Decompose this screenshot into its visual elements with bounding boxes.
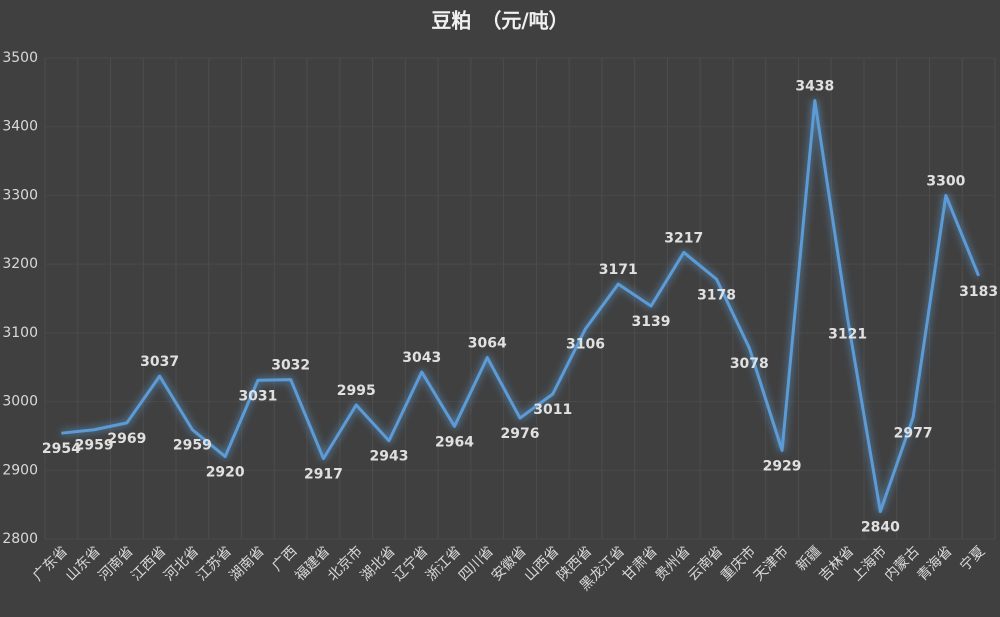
chart-title: 豆粕 （元/吨） [431, 9, 568, 33]
y-tick-label: 2900 [2, 462, 38, 478]
y-tick-label: 3400 [2, 119, 38, 135]
value-label: 3032 [271, 358, 310, 374]
value-label: 2964 [435, 434, 474, 450]
value-label: 3171 [599, 262, 638, 278]
value-label: 3178 [697, 287, 736, 303]
y-tick-label: 3200 [2, 256, 38, 272]
value-label: 2917 [304, 467, 343, 483]
value-label: 3106 [566, 337, 605, 353]
y-tick-label: 3000 [2, 394, 38, 410]
value-label: 2976 [501, 426, 540, 442]
value-label: 2954 [42, 441, 81, 457]
value-label: 3139 [632, 314, 671, 330]
value-label: 2920 [206, 465, 245, 481]
value-label: 3064 [468, 336, 507, 352]
value-label: 3438 [795, 79, 834, 95]
value-label: 3078 [730, 356, 769, 372]
value-label: 3183 [959, 284, 998, 300]
y-tick-label: 3500 [2, 50, 38, 66]
value-label: 2977 [894, 425, 933, 441]
value-label: 2929 [763, 458, 802, 474]
value-label: 3121 [828, 326, 867, 342]
value-label: 3031 [238, 388, 277, 404]
value-label: 2959 [173, 438, 212, 454]
value-label: 3011 [533, 402, 572, 418]
value-label: 2943 [369, 449, 408, 465]
y-tick-label: 2800 [2, 531, 38, 547]
value-label: 2969 [107, 431, 146, 447]
value-label: 3217 [664, 230, 703, 246]
value-label: 2959 [75, 438, 114, 454]
value-label: 3300 [926, 173, 965, 189]
value-label: 2840 [861, 520, 900, 536]
data-line [61, 99, 981, 514]
value-label: 2995 [337, 383, 376, 399]
y-tick-label: 3100 [2, 325, 38, 341]
value-label: 3043 [402, 350, 441, 366]
y-tick-label: 3300 [2, 187, 38, 203]
value-label: 3037 [140, 354, 179, 370]
